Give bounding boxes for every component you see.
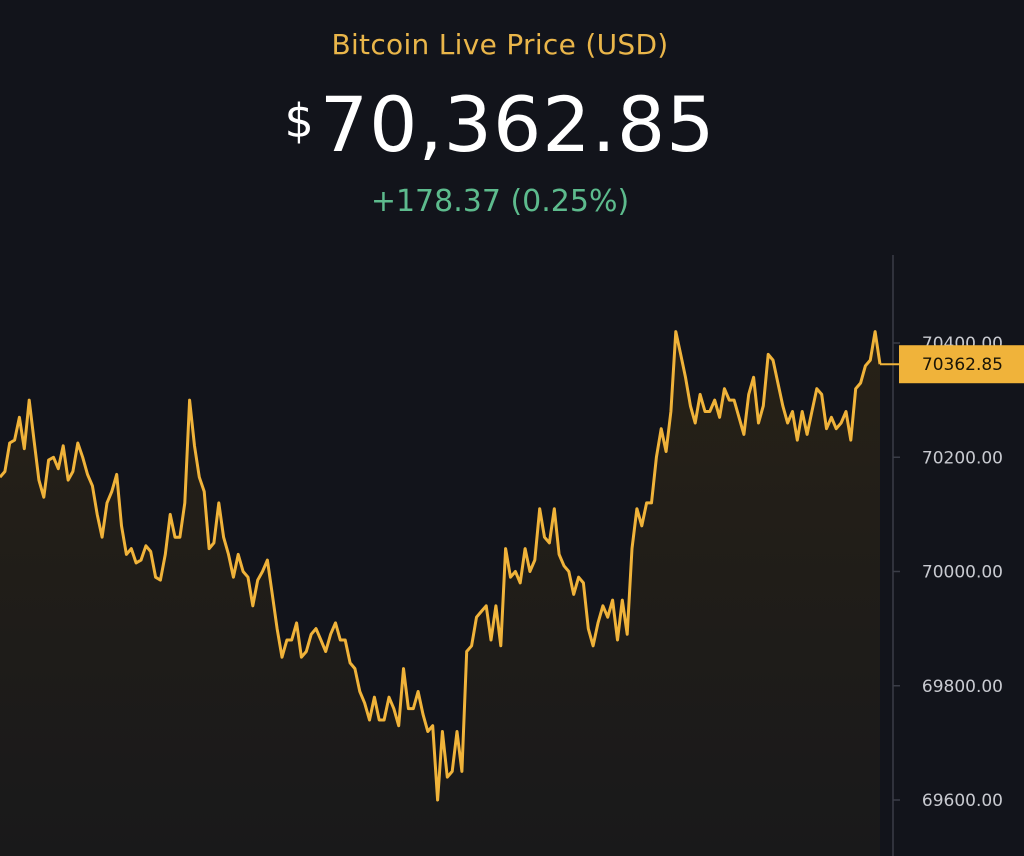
price-change: +178.37 (0.25%): [370, 184, 630, 219]
current-price-tag-label: 70362.85: [922, 355, 1003, 375]
y-tick-label: 69600.00: [922, 791, 1003, 811]
currency-symbol: $: [284, 94, 314, 148]
price-display: $70,362.85: [0, 80, 1000, 169]
price-area-fill: [0, 331, 880, 856]
price-series-line: [0, 330, 882, 802]
current-price-tag: [899, 345, 1024, 384]
y-tick-label: 69800.00: [922, 677, 1003, 697]
current-price: 70,362.85: [319, 80, 716, 169]
chart-title: Bitcoin Live Price (USD): [331, 28, 669, 61]
y-tick-label: 70200.00: [922, 448, 1003, 468]
y-tick-label: 70000.00: [922, 563, 1003, 583]
